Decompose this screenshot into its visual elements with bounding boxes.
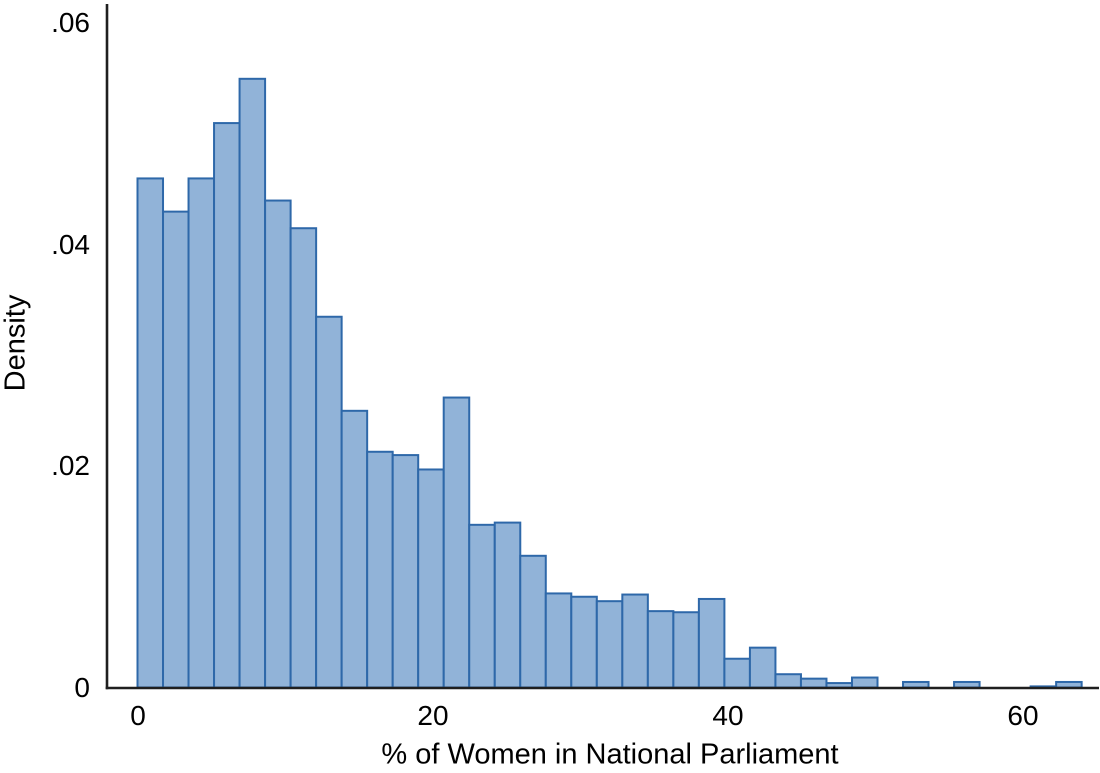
histogram-bar (468, 523, 496, 689)
histogram-bar (1055, 680, 1083, 689)
x-tick-label: 40 (712, 700, 744, 731)
histogram-bar (315, 315, 343, 689)
histogram-bar (748, 646, 777, 689)
histogram-bar (213, 122, 241, 689)
y-tick-label: 0 (74, 672, 90, 703)
histogram-bar (238, 77, 267, 689)
histogram-bar (774, 673, 802, 689)
histogram-bar (264, 199, 292, 689)
y-axis-title: Density (0, 294, 32, 392)
histogram-bar (723, 657, 751, 689)
x-axis-title: % of Women in National Parliament (381, 738, 839, 771)
y-tick-label: .02 (51, 450, 90, 481)
histogram-bar (519, 554, 547, 689)
histogram-bar (391, 454, 420, 689)
histogram-bar (672, 611, 700, 689)
y-tick-label: .06 (51, 7, 90, 38)
x-tick-label: 20 (417, 700, 449, 731)
histogram-bar (570, 595, 598, 689)
histogram-bar (621, 593, 649, 689)
histogram-bar (162, 210, 190, 689)
histogram-bar (187, 177, 216, 689)
histogram-bar (417, 468, 445, 689)
histogram-bar (595, 600, 624, 689)
histogram-bar (646, 610, 675, 689)
histogram-bar (289, 227, 318, 689)
histogram-bar (366, 450, 394, 689)
x-tick-label: 60 (1007, 700, 1039, 731)
histogram-bar (953, 680, 981, 689)
histogram-bar (340, 409, 369, 689)
histogram-bar (136, 177, 165, 689)
histogram-bar (544, 592, 573, 689)
x-tick-label: 0 (130, 700, 146, 731)
histogram-bar (902, 680, 930, 689)
histogram-bar (850, 676, 879, 689)
histogram-bar (799, 677, 828, 689)
histogram-bar (697, 597, 726, 689)
y-tick-label: .04 (51, 229, 90, 260)
histogram-bar (442, 396, 471, 689)
histogram-bar (493, 521, 522, 689)
